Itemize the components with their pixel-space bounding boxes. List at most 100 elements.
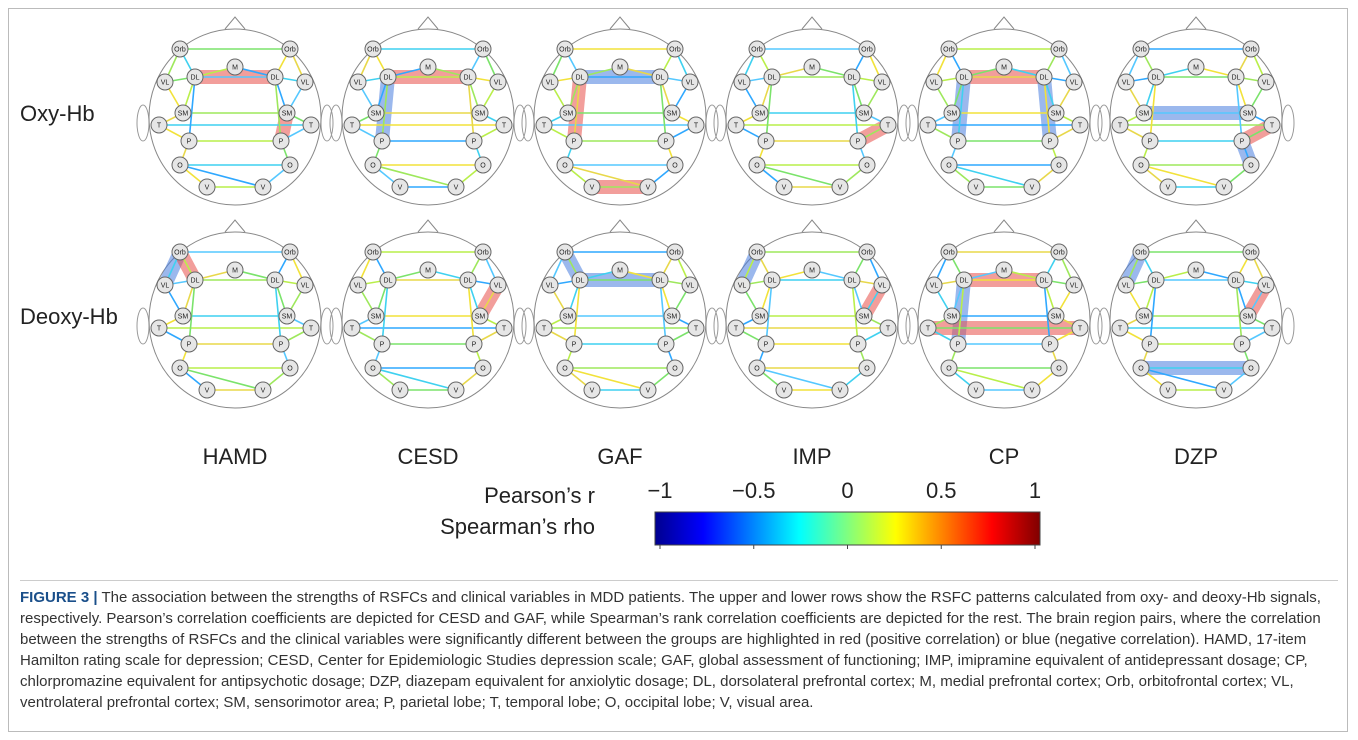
node bbox=[541, 73, 559, 91]
connection bbox=[381, 279, 389, 345]
colorbar-tick-label: −1 bbox=[647, 478, 672, 503]
node bbox=[254, 381, 272, 399]
node-label: DL bbox=[191, 74, 200, 81]
node-label: V bbox=[1166, 184, 1171, 191]
node bbox=[843, 271, 861, 289]
node-label: O bbox=[1138, 365, 1144, 372]
head-map: Orb Orb M DL DL VL VL SM SM T T P P O O V V bbox=[521, 16, 719, 206]
node-label: T bbox=[542, 325, 547, 332]
ear bbox=[329, 307, 343, 345]
head-map: Orb Orb M DL DL VL VL SM SM T T P P O O V V bbox=[1097, 16, 1295, 206]
node bbox=[611, 58, 629, 76]
colorbar bbox=[654, 511, 1041, 546]
node bbox=[367, 104, 385, 122]
node bbox=[748, 40, 766, 58]
node bbox=[666, 156, 684, 174]
connection bbox=[659, 279, 667, 345]
node-label: V bbox=[398, 184, 403, 191]
node-label: M bbox=[425, 267, 431, 274]
node-label: T bbox=[542, 122, 547, 129]
node-label: P bbox=[380, 138, 385, 145]
node-label: SM bbox=[475, 110, 486, 117]
nose bbox=[1185, 16, 1207, 30]
node-label: V bbox=[838, 387, 843, 394]
node-label: DL bbox=[1040, 277, 1049, 284]
node-label: Orb bbox=[174, 46, 186, 53]
node bbox=[831, 381, 849, 399]
node-label: SM bbox=[1051, 313, 1062, 320]
node bbox=[1242, 40, 1260, 58]
connection bbox=[948, 164, 1033, 188]
node-label: O bbox=[480, 162, 486, 169]
node-label: O bbox=[864, 365, 870, 372]
node bbox=[465, 132, 483, 150]
nose bbox=[609, 219, 631, 233]
node-label: VL bbox=[1122, 282, 1131, 289]
node bbox=[751, 104, 769, 122]
node bbox=[474, 359, 492, 377]
node bbox=[198, 178, 216, 196]
node bbox=[535, 319, 553, 337]
node-label: VL bbox=[930, 79, 939, 86]
node-label: T bbox=[734, 122, 739, 129]
node bbox=[940, 359, 958, 377]
nose bbox=[417, 219, 439, 233]
node bbox=[278, 307, 296, 325]
node bbox=[925, 73, 943, 91]
ear bbox=[521, 307, 535, 345]
node bbox=[1041, 335, 1059, 353]
node bbox=[367, 307, 385, 325]
node bbox=[559, 104, 577, 122]
head-map: Orb Orb M DL DL VL VL SM SM T T P P O O V V bbox=[713, 219, 911, 409]
node bbox=[459, 68, 477, 86]
node bbox=[949, 335, 967, 353]
node-label: T bbox=[1270, 325, 1275, 332]
node bbox=[995, 58, 1013, 76]
node-label: V bbox=[454, 387, 459, 394]
node bbox=[1041, 132, 1059, 150]
node bbox=[943, 104, 961, 122]
node-label: SM bbox=[178, 110, 189, 117]
connection bbox=[851, 279, 859, 345]
node-label: SM bbox=[947, 313, 958, 320]
nose bbox=[417, 16, 439, 30]
node bbox=[373, 132, 391, 150]
node-label: V bbox=[1222, 184, 1227, 191]
node bbox=[943, 307, 961, 325]
node-label: VL bbox=[878, 282, 887, 289]
connection bbox=[1140, 367, 1225, 391]
node-label: SM bbox=[1139, 110, 1150, 117]
connection bbox=[564, 367, 649, 391]
head-map: Orb Orb M DL DL VL VL SM SM T T P P O O V V bbox=[905, 16, 1103, 206]
connection bbox=[1149, 76, 1157, 142]
nose bbox=[993, 16, 1015, 30]
node bbox=[1050, 156, 1068, 174]
node-label: SM bbox=[755, 110, 766, 117]
node bbox=[156, 73, 174, 91]
node bbox=[955, 68, 973, 86]
node-label: SM bbox=[947, 110, 958, 117]
ear bbox=[905, 307, 919, 345]
node bbox=[302, 319, 320, 337]
ear bbox=[136, 307, 150, 345]
node bbox=[495, 319, 513, 337]
head-map: Orb Orb M DL DL VL VL SM SM T T P P O O V V bbox=[521, 219, 719, 409]
column-label: HAMD bbox=[203, 444, 268, 469]
connection bbox=[274, 279, 282, 345]
node-label: V bbox=[782, 184, 787, 191]
node-label: O bbox=[946, 162, 952, 169]
node bbox=[1187, 261, 1205, 279]
connection bbox=[1149, 279, 1157, 345]
node bbox=[1035, 68, 1053, 86]
node-label: DL bbox=[848, 74, 857, 81]
node-label: P bbox=[572, 138, 577, 145]
node-label: T bbox=[157, 122, 162, 129]
node bbox=[1132, 243, 1150, 261]
ear bbox=[136, 104, 150, 142]
node bbox=[663, 104, 681, 122]
node bbox=[1023, 381, 1041, 399]
node-label: O bbox=[754, 162, 760, 169]
node bbox=[171, 40, 189, 58]
node bbox=[663, 307, 681, 325]
column-label: GAF bbox=[597, 444, 642, 469]
